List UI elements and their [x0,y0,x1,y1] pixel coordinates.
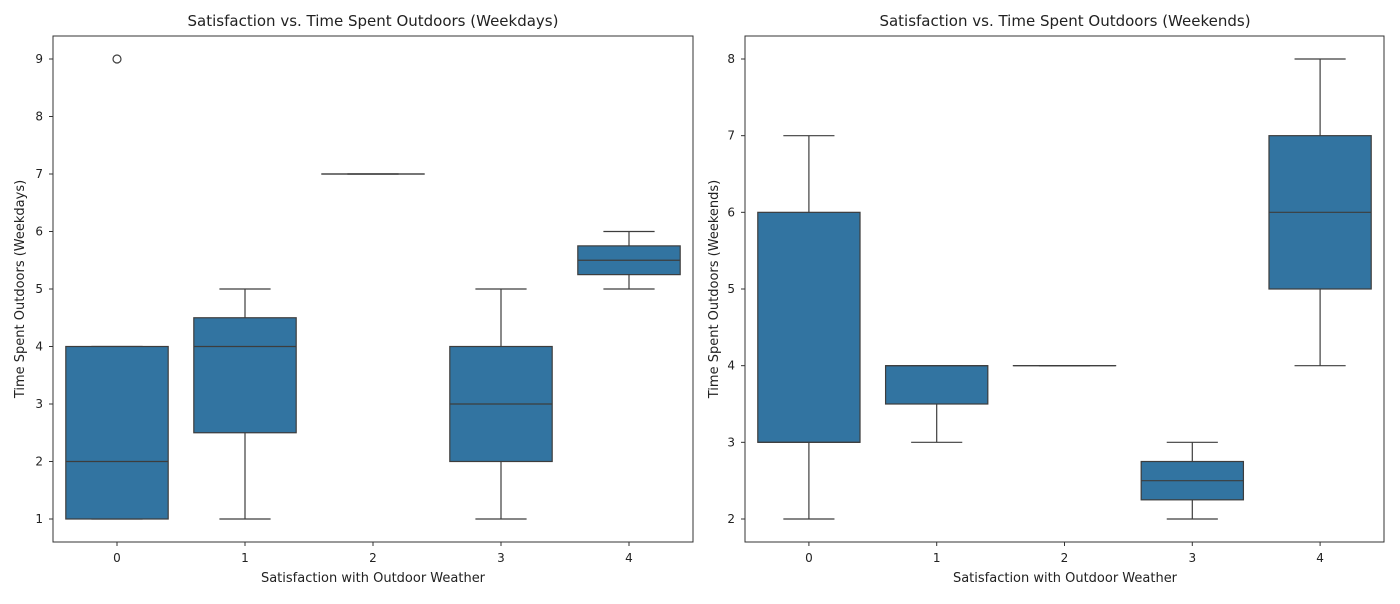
weekdays-plot-area: 1 2 3 4 5 6 7 8 9 0 1 2 3 4 [35,36,693,565]
iqr-box [66,347,168,520]
iqr-box [758,212,860,442]
weekdays-box-1 [194,289,296,519]
weekdays-x-tick-label: 3 [497,551,505,565]
weekdays-x-tick-label: 0 [113,551,121,565]
weekdays-y-axis-label: Time Spent Outdoors (Weekdays) [13,180,28,399]
weekdays-x-axis-label: Satisfaction with Outdoor Weather [261,571,486,586]
weekdays-x-tick-label: 1 [241,551,249,565]
weekends-x-tick-label: 1 [933,551,941,565]
weekends-chart-title: Satisfaction vs. Time Spent Outdoors (We… [879,12,1250,30]
weekends-x-axis-label: Satisfaction with Outdoor Weather [953,571,1178,586]
weekends-y-tick-label: 8 [727,52,735,66]
weekends-y-tick-label: 3 [727,435,735,449]
outlier-point [113,55,121,63]
weekends-y-tick-label: 2 [727,512,735,526]
weekends-x-tick-label: 4 [1316,551,1324,565]
weekends-box-4 [1269,59,1371,366]
weekdays-x-tick-label: 4 [625,551,633,565]
weekends-box-3 [1141,442,1243,519]
weekends-y-tick-label: 7 [727,129,735,143]
weekdays-y-tick-label: 2 [35,455,43,469]
weekends-box-0 [758,136,860,519]
weekdays-y-tick-label: 3 [35,397,43,411]
weekends-plot-area: 2 3 4 5 6 7 8 0 1 2 3 4 [727,36,1384,565]
weekdays-x-tick-label: 2 [369,551,377,565]
weekends-box-1 [886,366,988,443]
weekdays-y-tick-label: 8 [35,110,43,124]
weekends-x-tick-label: 3 [1188,551,1196,565]
weekdays-box-4 [578,232,680,290]
weekends-y-tick-label: 6 [727,205,735,219]
weekdays-y-tick-label: 5 [35,282,43,296]
weekdays-box-3 [450,289,552,519]
weekdays-chart-title: Satisfaction vs. Time Spent Outdoors (We… [188,12,559,30]
weekdays-y-tick-label: 1 [35,512,43,526]
weekends-x-tick-label: 2 [1061,551,1069,565]
weekdays-panel: Satisfaction vs. Time Spent Outdoors (We… [13,12,693,586]
weekends-y-tick-label: 5 [727,282,735,296]
weekends-panel: Satisfaction vs. Time Spent Outdoors (We… [707,12,1384,586]
weekends-y-axis-label: Time Spent Outdoors (Weekends) [707,180,722,399]
weekdays-y-tick-label: 7 [35,167,43,181]
weekends-y-tick-label: 4 [727,359,735,373]
weekdays-y-tick-label: 6 [35,225,43,239]
weekdays-y-tick-label: 4 [35,340,43,354]
iqr-box [194,318,296,433]
weekdays-y-tick-label: 9 [35,52,43,66]
weekdays-box-0 [66,55,168,519]
iqr-box [886,366,988,404]
weekends-x-tick-label: 0 [805,551,813,565]
